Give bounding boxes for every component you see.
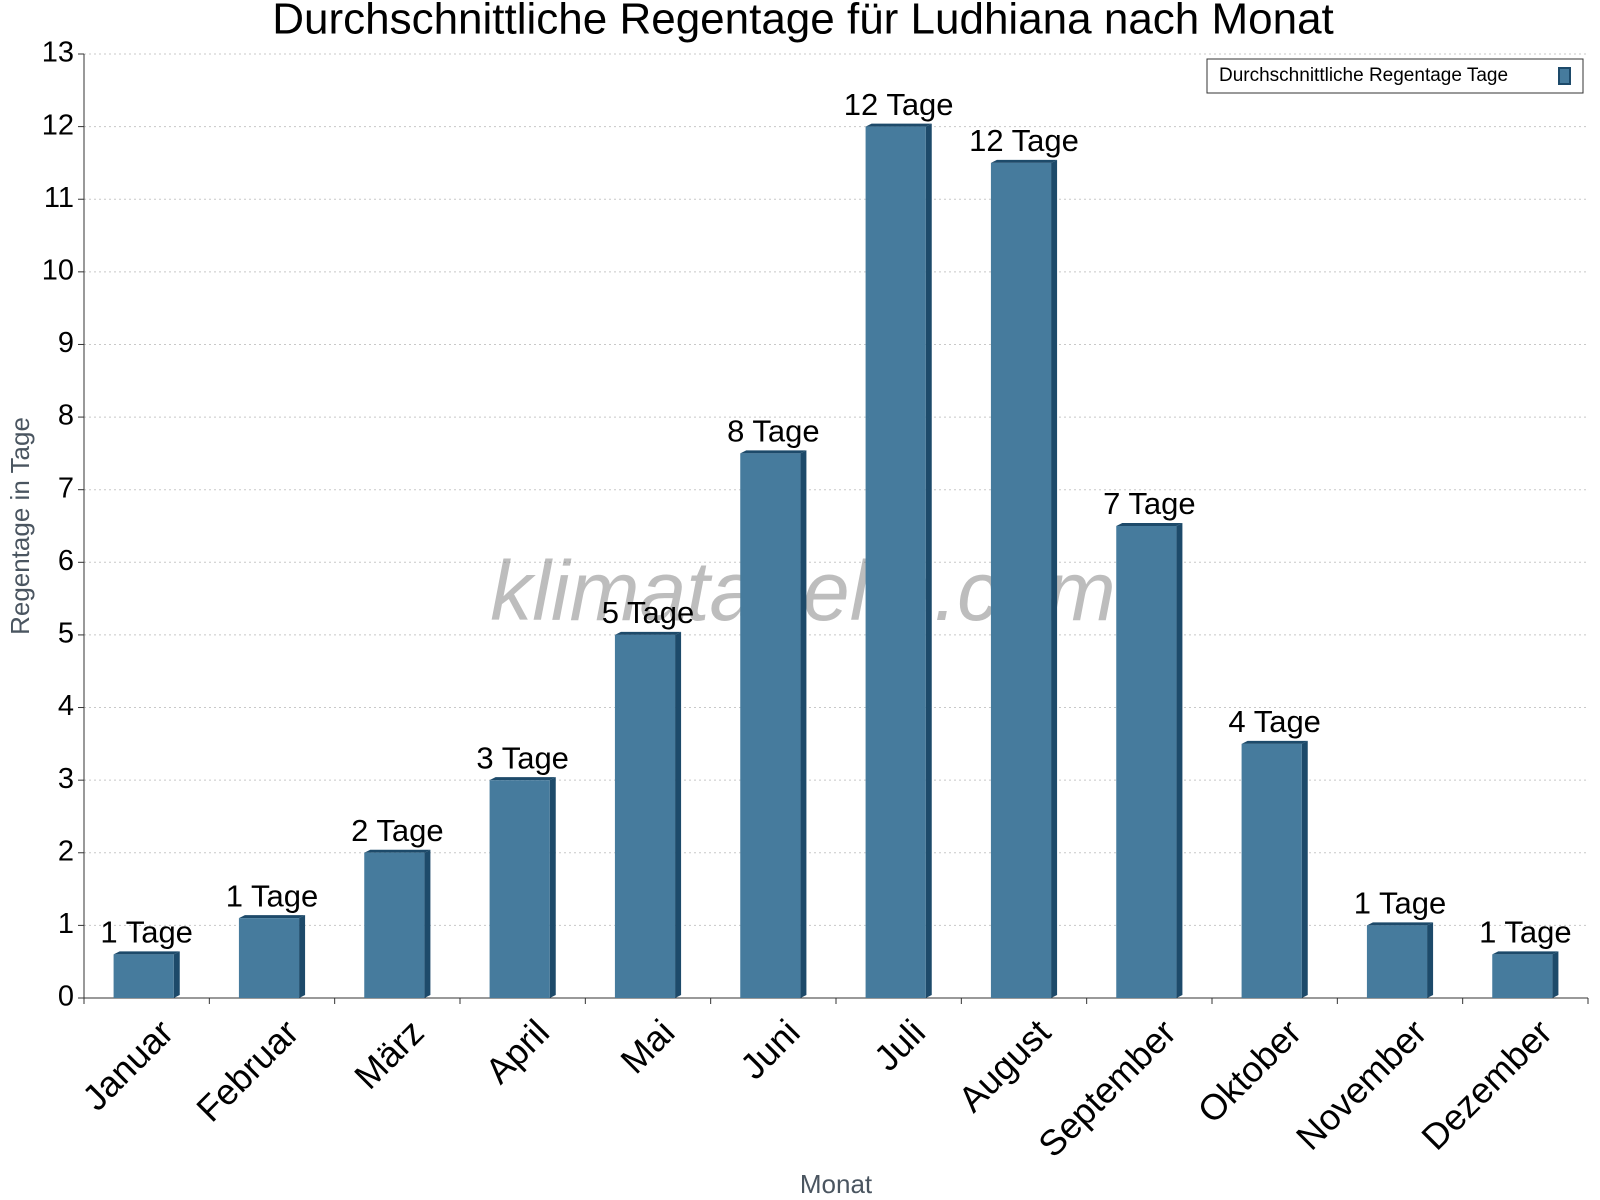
bar: [113, 954, 174, 998]
bar: [990, 162, 1052, 998]
bar-top: [238, 915, 306, 919]
x-tick-label: August: [950, 1011, 1058, 1119]
x-tick-label: Oktober: [1190, 1011, 1310, 1131]
bar: [865, 126, 926, 999]
x-tick-label: März: [346, 1011, 432, 1097]
bar-side: [549, 777, 556, 998]
bar: [489, 780, 550, 998]
y-tick-label: 10: [42, 255, 74, 287]
y-tick-label: 3: [58, 763, 74, 795]
x-tick-label: November: [1288, 1011, 1434, 1157]
bar: [1366, 925, 1428, 998]
y-tick-label: 0: [58, 981, 74, 1013]
chart-title: Durchschnittliche Regentage für Ludhiana…: [272, 0, 1334, 44]
x-tick-label: September: [1030, 1011, 1184, 1165]
bar-side: [1051, 159, 1058, 998]
data-label: 2 Tage: [351, 813, 444, 848]
y-tick-label: 13: [42, 37, 74, 69]
bar: [740, 453, 801, 998]
y-tick-label: 9: [58, 327, 74, 359]
bar-top: [740, 450, 807, 454]
data-label: 7 Tage: [1103, 486, 1196, 521]
data-label: 1 Tage: [1479, 915, 1572, 950]
y-tick-label: 11: [44, 182, 74, 214]
bar-top: [614, 631, 682, 635]
x-tick-label: Dezember: [1413, 1011, 1559, 1157]
bar-top: [364, 849, 431, 853]
bar: [1241, 743, 1302, 998]
x-axis-label: Monat: [800, 1169, 873, 1199]
legend-box: [1206, 58, 1584, 94]
y-axis-label: Regentage in Tage: [5, 417, 35, 635]
bar-top: [1241, 740, 1308, 744]
legend: Durchschnittliche Regentage Tage: [1206, 58, 1584, 94]
data-label: 4 Tage: [1228, 704, 1321, 739]
data-label: 1 Tage: [226, 878, 319, 913]
data-label: 5 Tage: [602, 595, 695, 630]
bar-side: [675, 631, 682, 998]
bar-top: [865, 123, 932, 127]
bar: [614, 634, 676, 998]
bar-top: [990, 159, 1058, 163]
data-label: 12 Tage: [844, 87, 954, 122]
y-tick-label: 2: [58, 835, 74, 867]
bar: [238, 918, 300, 998]
data-label: 12 Tage: [969, 123, 1079, 158]
data-label: 3 Tage: [476, 740, 569, 775]
bar-side: [424, 849, 431, 998]
bar-top: [489, 777, 556, 781]
x-tick-label: April: [477, 1011, 557, 1091]
y-tick-label: 1: [58, 908, 74, 940]
bar-top: [1116, 523, 1183, 526]
bar-side: [800, 450, 807, 998]
bar-top: [113, 951, 180, 955]
bar: [1116, 526, 1177, 998]
y-tick-label: 4: [58, 690, 74, 722]
bar-side: [299, 915, 306, 998]
bar-side: [173, 951, 180, 998]
legend-label: Durchschnittliche Regentage Tage: [1219, 65, 1508, 86]
x-tick-label: Juni: [732, 1011, 808, 1087]
bar-side: [1176, 523, 1183, 998]
bar-side: [1301, 740, 1308, 998]
data-label: 1 Tage: [1354, 886, 1447, 921]
bar: [364, 852, 425, 998]
y-tick-label: 12: [42, 109, 74, 141]
x-tick-label: Januar: [74, 1011, 181, 1118]
bar-side: [1427, 922, 1434, 998]
bar-side: [925, 123, 932, 999]
x-tick-label: Mai: [612, 1011, 682, 1081]
y-tick-label: 6: [58, 545, 74, 577]
y-tick-label: 8: [58, 400, 74, 432]
data-label: 8 Tage: [727, 414, 820, 449]
bar-top: [1492, 951, 1559, 955]
x-tick-label: Februar: [188, 1011, 306, 1129]
bar-side: [1552, 951, 1559, 998]
bar: [1492, 954, 1553, 998]
data-label: 1 Tage: [100, 915, 193, 950]
legend-swatch: [1558, 67, 1571, 85]
bar-top: [1366, 922, 1434, 926]
y-tick-label: 5: [58, 618, 74, 650]
x-tick-label: Juli: [866, 1011, 933, 1078]
y-tick-label: 7: [58, 472, 74, 504]
